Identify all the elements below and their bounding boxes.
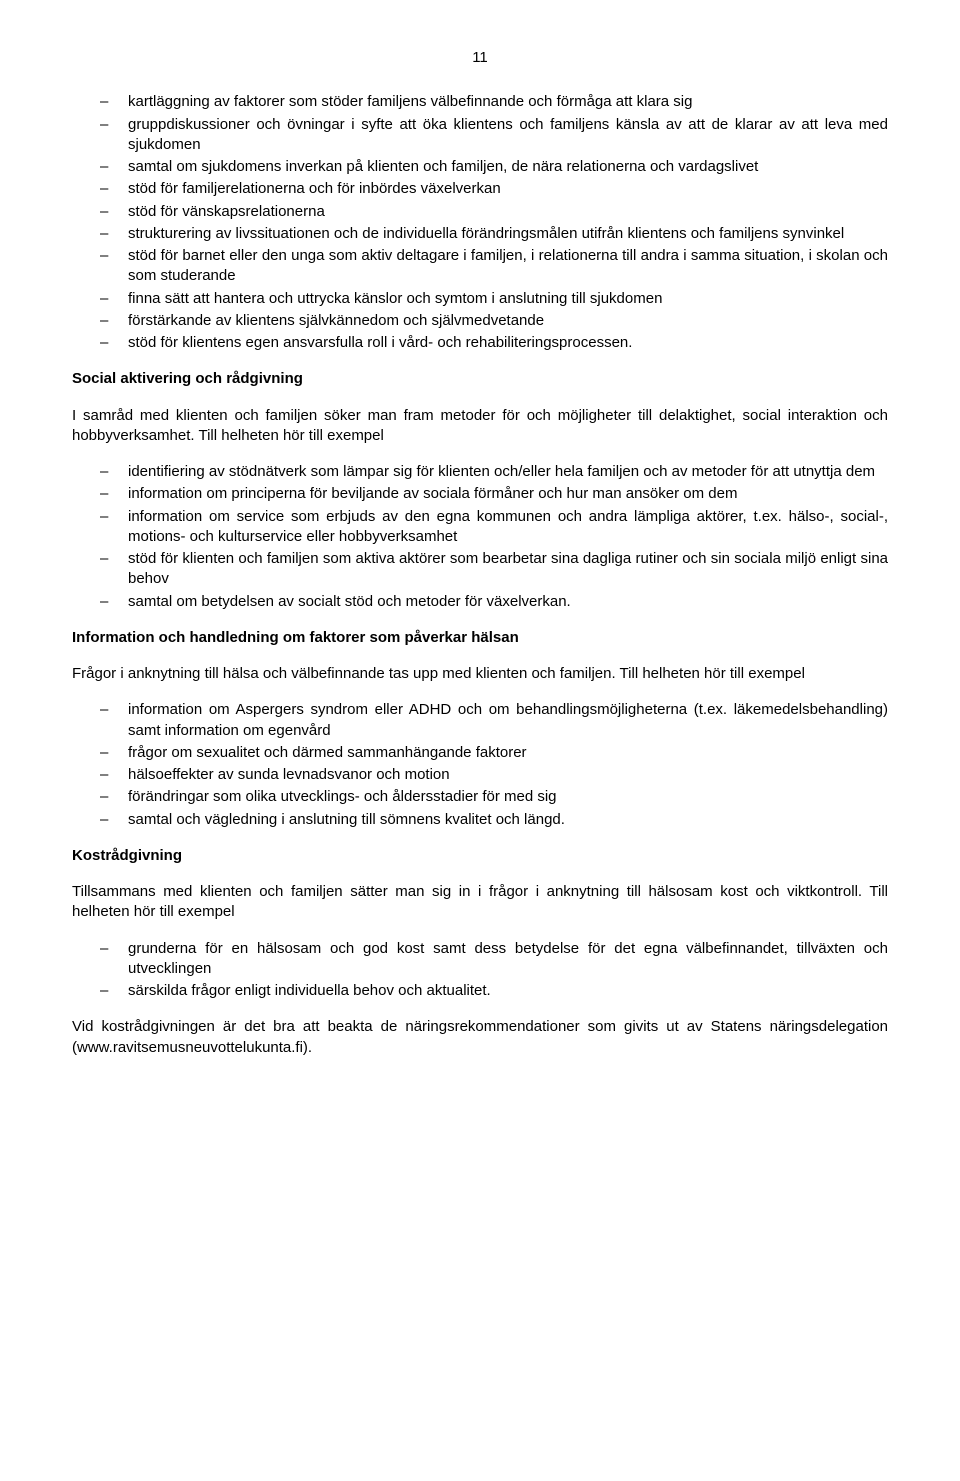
list-item: grunderna för en hälsosam och god kost s… [128,939,888,980]
list-item: samtal och vägledning i anslutning till … [128,810,888,830]
list-item: hälsoeffekter av sunda levnadsvanor och … [128,765,888,785]
list-item: information om Aspergers syndrom eller A… [128,700,888,741]
list-item: gruppdiskussioner och övningar i syfte a… [128,115,888,156]
list-item: samtal om betydelsen av socialt stöd och… [128,592,888,612]
list-3: information om Aspergers syndrom eller A… [72,700,888,830]
list-item: förändringar som olika utvecklings- och … [128,787,888,807]
list-item: stöd för klientens egen ansvarsfulla rol… [128,333,888,353]
heading-social-aktivering: Social aktivering och rådgivning [72,369,888,389]
paragraph: I samråd med klienten och familjen söker… [72,406,888,447]
paragraph: Tillsammans med klienten och familjen sä… [72,882,888,923]
list-item: frågor om sexualitet och därmed sammanhä… [128,743,888,763]
list-item: kartläggning av faktorer som stöder fami… [128,92,888,112]
list-2: identifiering av stödnätverk som lämpar … [72,462,888,612]
list-item: särskilda frågor enligt individuella beh… [128,981,888,1001]
list-item: stöd för familjerelationerna och för inb… [128,179,888,199]
list-1: kartläggning av faktorer som stöder fami… [72,92,888,353]
heading-kostradgivning: Kostrådgivning [72,846,888,866]
paragraph: Frågor i anknytning till hälsa och välbe… [72,664,888,684]
list-item: strukturering av livssituationen och de … [128,224,888,244]
list-item: stöd för barnet eller den unga som aktiv… [128,246,888,287]
page-number: 11 [72,48,888,68]
list-item: samtal om sjukdomens inverkan på kliente… [128,157,888,177]
list-item: stöd för vänskapsrelationerna [128,202,888,222]
list-item: finna sätt att hantera och uttrycka käns… [128,289,888,309]
list-item: information om principerna för beviljand… [128,484,888,504]
paragraph: Vid kostrådgivningen är det bra att beak… [72,1017,888,1058]
list-4: grunderna för en hälsosam och god kost s… [72,939,888,1002]
list-item: identifiering av stödnätverk som lämpar … [128,462,888,482]
list-item: information om service som erbjuds av de… [128,507,888,548]
list-item: förstärkande av klientens självkännedom … [128,311,888,331]
list-item: stöd för klienten och familjen som aktiv… [128,549,888,590]
heading-information-handledning: Information och handledning om faktorer … [72,628,888,648]
